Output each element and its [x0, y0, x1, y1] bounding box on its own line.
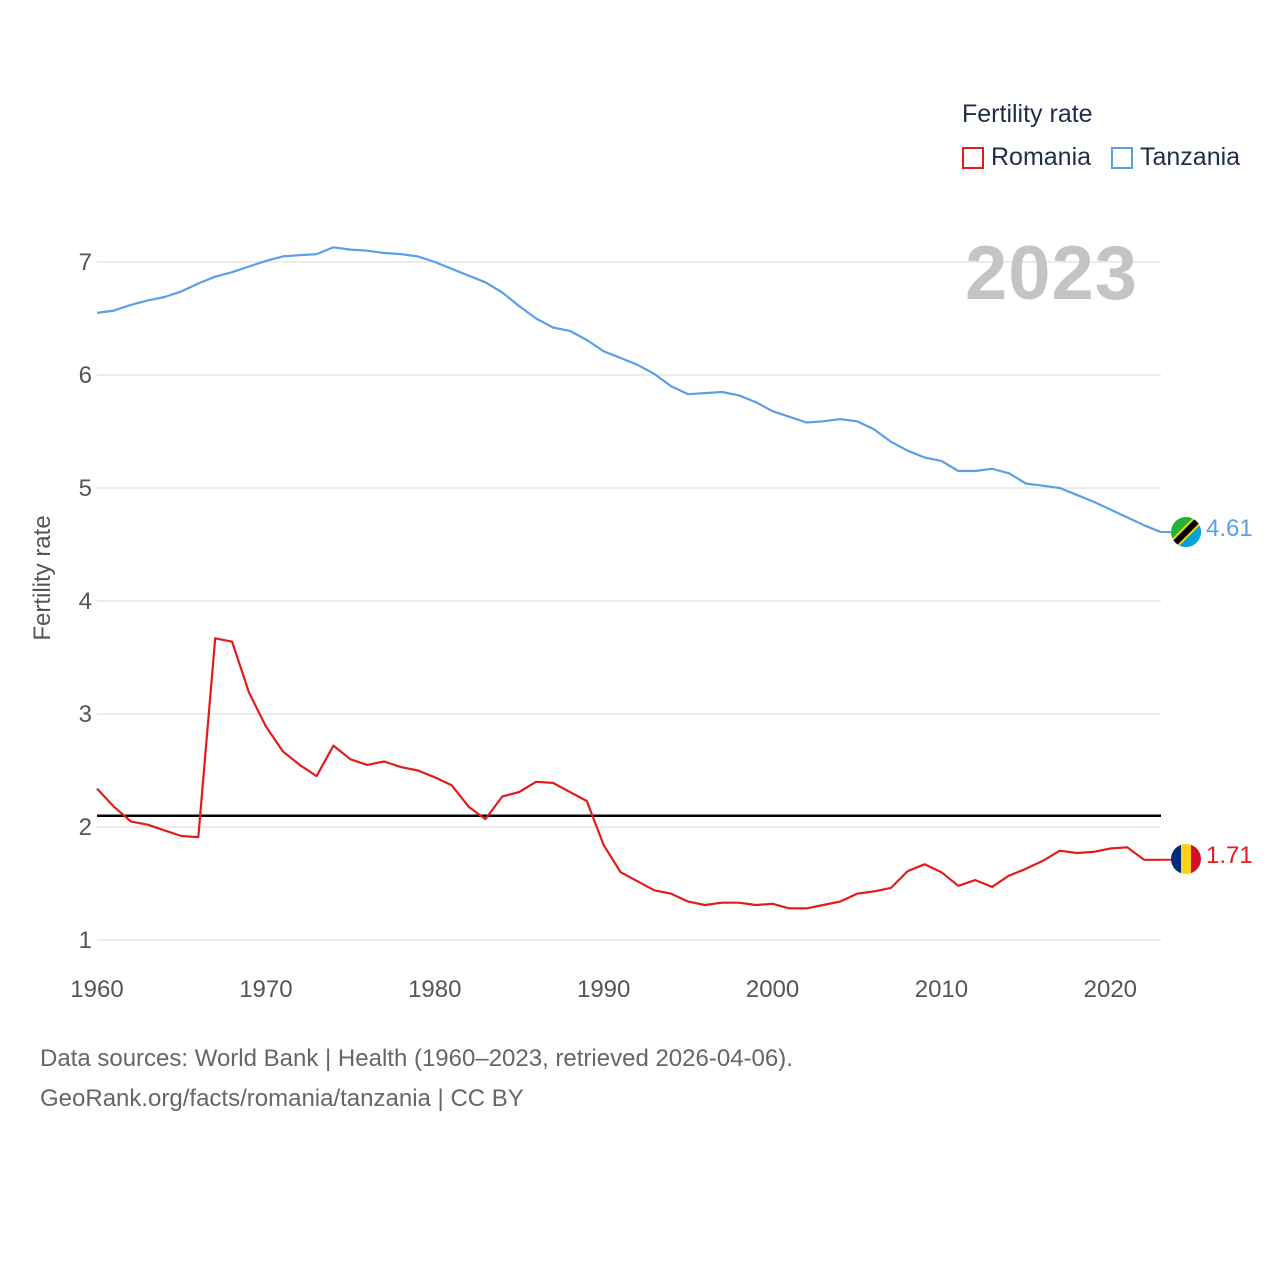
y-tick-label: 1 — [79, 927, 92, 954]
legend-title: Fertility rate — [962, 100, 1093, 128]
tanzania-flag-icon — [1171, 517, 1201, 547]
source-note: Data sources: World Bank | Health (1960–… — [40, 1045, 793, 1072]
end-markers — [1171, 517, 1201, 874]
grid-lines — [97, 261, 1161, 941]
x-tick-label: 1990 — [577, 976, 630, 1003]
y-tick-label: 6 — [79, 362, 92, 389]
x-axis-ticks: 1960 1970 1980 1990 2000 2010 2020 — [70, 976, 1137, 1003]
romania-flag-icon — [1171, 844, 1201, 874]
source-url[interactable]: GeoRank.org/facts/romania/tanzania | CC … — [40, 1085, 524, 1112]
x-tick-label: 2000 — [746, 976, 799, 1003]
x-tick-label: 2020 — [1084, 976, 1137, 1003]
x-tick-label: 2010 — [915, 976, 968, 1003]
legend-item-tanzania[interactable]: Tanzania — [1111, 143, 1240, 172]
series-line-tanzania — [96, 246, 1162, 534]
y-tick-label: 2 — [79, 814, 92, 841]
series-line-romania — [96, 637, 1161, 910]
tanzania-end-value: 4.61 — [1206, 515, 1253, 542]
y-tick-label: 5 — [79, 475, 92, 502]
y-tick-label: 3 — [79, 701, 92, 728]
x-tick-label: 1960 — [70, 976, 123, 1003]
y-tick-label: 7 — [79, 249, 92, 276]
romania-end-value: 1.71 — [1206, 842, 1253, 869]
legend-label-romania: Romania — [991, 143, 1092, 171]
x-tick-label: 1970 — [239, 976, 292, 1003]
x-tick-label: 1980 — [408, 976, 461, 1003]
y-axis-label: Fertility rate — [29, 515, 56, 641]
series-lines — [96, 246, 1171, 910]
legend-item-romania[interactable]: Romania — [962, 143, 1091, 172]
y-axis-ticks: 1 2 3 4 5 6 7 — [79, 249, 92, 954]
current-year-label: 2023 — [965, 231, 1139, 316]
legend-swatch-tanzania — [1111, 146, 1133, 169]
legend-swatch-romania — [962, 146, 984, 169]
legend-label-tanzania: Tanzania — [1140, 143, 1241, 171]
y-tick-label: 4 — [79, 588, 92, 615]
